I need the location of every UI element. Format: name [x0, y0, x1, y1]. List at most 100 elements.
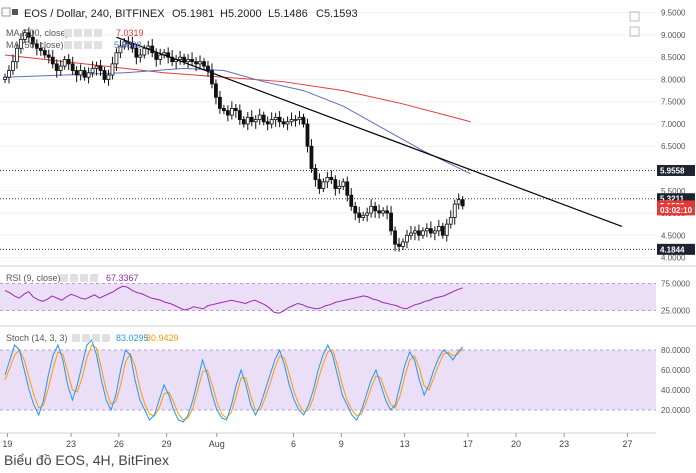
- candle-body: [321, 181, 326, 189]
- candle-body: [106, 74, 111, 80]
- candle-body: [253, 119, 258, 123]
- time-tick-label: 9: [339, 439, 344, 449]
- candle-body: [170, 56, 175, 63]
- candle-body: [86, 72, 91, 78]
- ma-50-label: MA (50, close): [6, 40, 64, 50]
- candle-body: [202, 61, 206, 67]
- time-tick-label: 26: [114, 439, 124, 449]
- candle-body: [233, 108, 238, 112]
- ma-50-buttons[interactable]: [64, 41, 102, 49]
- candle-body: [440, 225, 445, 236]
- candle-body: [333, 179, 338, 189]
- time-tick-label: 19: [2, 439, 12, 449]
- stoch-k-value: 83.0295: [116, 333, 149, 343]
- price-label-box: [657, 193, 695, 205]
- ma-50-value: 5.8808: [114, 40, 142, 50]
- price-tick-label: 9.0000: [661, 31, 686, 40]
- figure-caption: Biểu đồ EOS, 4H, BitFinex: [4, 452, 169, 468]
- candle-body: [58, 65, 63, 71]
- candle-body: [341, 181, 346, 187]
- price-pane: [0, 12, 656, 259]
- rsi-buttons[interactable]: [60, 274, 98, 282]
- stoch-d-line: [4, 344, 464, 421]
- candle-body: [98, 65, 103, 71]
- price-label-text: 03:02:10: [660, 206, 693, 215]
- candle-body: [90, 67, 95, 74]
- ma-200-label: MA (200, close): [6, 28, 69, 38]
- candle-body: [452, 203, 457, 218]
- candle-body: [70, 63, 75, 71]
- stoch-tick-label: 40.0000: [661, 386, 690, 395]
- candle-body: [456, 199, 461, 205]
- time-tick-label: 23: [66, 439, 76, 449]
- rsi-value: 67.3367: [106, 273, 139, 283]
- price-label-text: 5.3211: [660, 195, 685, 204]
- visibility-icon[interactable]: [12, 9, 18, 15]
- symbol-label: EOS / Dollar, 240, BITFINEX: [24, 8, 165, 20]
- price-tick-label: 6.5000: [661, 142, 686, 151]
- stoch-tick-label: 80.0000: [661, 346, 690, 355]
- candle-body: [313, 168, 318, 181]
- pane-controls[interactable]: [629, 11, 640, 37]
- ma-200-buttons[interactable]: [64, 29, 102, 37]
- stoch-k-line: [4, 339, 464, 423]
- candle-body: [30, 36, 35, 45]
- candle-body: [428, 228, 433, 234]
- ohlc-low: L5.1486: [268, 8, 308, 20]
- candle-body: [281, 121, 286, 125]
- candle-body: [409, 232, 413, 236]
- candle-body: [424, 228, 429, 232]
- ma-200-value: 7.0319: [116, 28, 144, 38]
- candle-body: [94, 65, 99, 69]
- stoch-tick-label: 60.0000: [661, 366, 690, 375]
- stoch-tick-label: 20.0000: [661, 406, 690, 415]
- candle-body: [381, 210, 386, 214]
- candle-body: [329, 177, 334, 181]
- candle-body: [265, 121, 270, 125]
- candle-body: [397, 243, 401, 247]
- candle-body: [417, 230, 421, 236]
- candle-body: [194, 61, 198, 65]
- trendline[interactable]: [116, 36, 623, 227]
- price-tick-label: 8.0000: [661, 75, 686, 84]
- candle-body: [460, 199, 465, 207]
- candle-body: [38, 47, 43, 51]
- price-tick-label: 4.0000: [661, 254, 686, 263]
- time-tick-label: 23: [559, 439, 569, 449]
- candle-body: [377, 210, 382, 214]
- candle-body: [349, 194, 354, 207]
- rsi-pane: [0, 283, 656, 314]
- candle-body: [134, 47, 139, 58]
- candle-body: [309, 145, 314, 169]
- candle-body: [78, 70, 83, 76]
- time-tick-label: 13: [400, 439, 410, 449]
- price-tick-label: 7.0000: [661, 120, 686, 129]
- candle-body: [245, 116, 250, 125]
- stoch-buttons[interactable]: [72, 334, 110, 342]
- candle-body: [317, 179, 322, 189]
- candle-body: [345, 181, 350, 196]
- candle-body: [269, 119, 274, 125]
- ma-200-line: [4, 54, 471, 123]
- candle-body: [46, 54, 51, 58]
- candle-body: [229, 108, 234, 116]
- candle-body: [293, 119, 298, 121]
- time-tick-label: Aug: [209, 439, 225, 449]
- price-label-box: [657, 204, 695, 216]
- rsi-tick-label: 25.0000: [661, 307, 690, 316]
- candle-body: [218, 96, 222, 109]
- candle-body: [26, 32, 31, 38]
- ohlc-close: C5.1593: [316, 8, 358, 20]
- collapse-icon[interactable]: [1, 7, 11, 17]
- price-tick-label: 4.5000: [661, 231, 686, 240]
- candle-body: [273, 116, 278, 120]
- rsi-tick-label: 75.0000: [661, 280, 690, 289]
- header-legend: EOS / Dollar, 240, BITFINEX O5.1981 H5.2…: [1, 7, 358, 343]
- ohlc-high: H5.2000: [220, 8, 262, 20]
- candle-body: [221, 108, 226, 112]
- candle-body: [15, 47, 19, 63]
- candle-body: [122, 41, 127, 47]
- candle-body: [138, 54, 143, 58]
- candle-body: [182, 56, 187, 63]
- stoch-pane: [0, 339, 656, 423]
